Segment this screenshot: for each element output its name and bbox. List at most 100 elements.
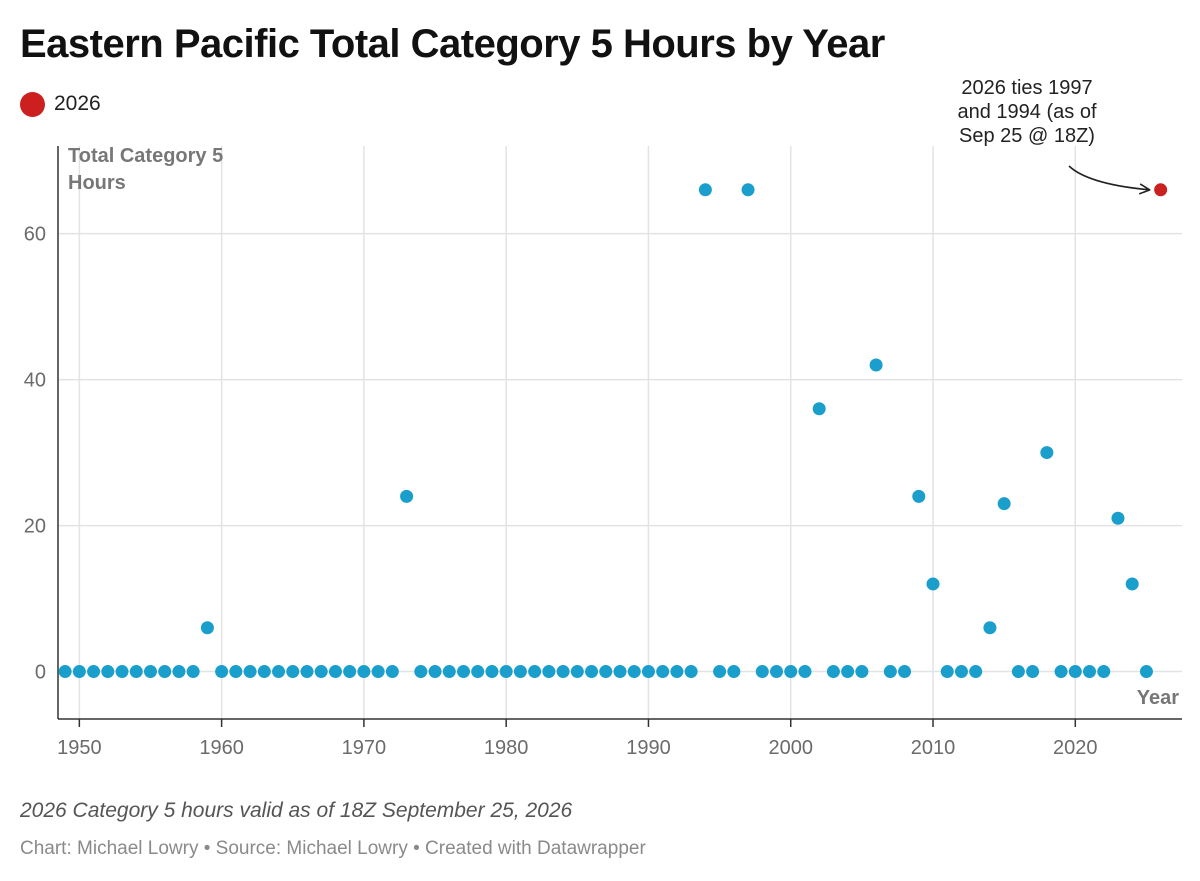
data-point-1971 xyxy=(371,665,385,679)
data-point-2020 xyxy=(1068,665,1082,679)
data-point-1960 xyxy=(215,665,229,679)
data-point-2013 xyxy=(969,665,983,679)
axes xyxy=(57,146,1182,727)
y-axis-title-line: Total Category 5 xyxy=(68,145,223,167)
data-point-1998 xyxy=(755,665,769,679)
data-point-2023 xyxy=(1111,511,1125,525)
data-point-1986 xyxy=(585,665,599,679)
data-point-1959 xyxy=(200,621,214,635)
data-point-1997 xyxy=(741,183,755,197)
data-point-1974 xyxy=(414,665,428,679)
data-point-1954 xyxy=(129,665,143,679)
data-point-1966 xyxy=(300,665,314,679)
data-point-2014 xyxy=(983,621,997,635)
data-point-1988 xyxy=(613,665,627,679)
annotation-arrow xyxy=(1068,165,1149,190)
x-tick-label-1990: 1990 xyxy=(626,737,671,759)
gridlines xyxy=(58,146,1182,719)
annotation-line: and 1994 (as of xyxy=(958,101,1097,123)
legend-label-2026: 2026 xyxy=(54,92,101,115)
data-point-1999 xyxy=(770,665,784,679)
data-point-1975 xyxy=(428,665,442,679)
data-point-1980 xyxy=(499,665,513,679)
red-dot-icon xyxy=(20,91,45,117)
data-point-1968 xyxy=(328,665,342,679)
data-point-1970 xyxy=(357,665,371,679)
x-tick-label-2010: 2010 xyxy=(911,737,956,759)
x-tick-label-2020: 2020 xyxy=(1053,737,1098,759)
y-axis-title-line: Hours xyxy=(68,172,126,194)
data-point-1976 xyxy=(442,665,456,679)
legend: 2026 xyxy=(20,91,101,117)
chart-credits: Chart: Michael Lowry • Source: Michael L… xyxy=(20,838,646,859)
data-point-1956 xyxy=(158,665,172,679)
data-point-1983 xyxy=(542,665,556,679)
data-point-1994 xyxy=(698,183,712,197)
data-point-1991 xyxy=(656,665,670,679)
data-point-2012 xyxy=(954,665,968,679)
data-point-1973 xyxy=(400,489,414,503)
data-point-1972 xyxy=(385,665,399,679)
data-point-1995 xyxy=(713,665,727,679)
data-point-2026 xyxy=(1154,183,1168,197)
data-point-1985 xyxy=(570,665,584,679)
data-point-1951 xyxy=(87,665,101,679)
data-point-2004 xyxy=(841,665,855,679)
x-tick-label-1960: 1960 xyxy=(199,737,244,759)
data-point-1977 xyxy=(456,665,470,679)
data-point-1989 xyxy=(627,665,641,679)
data-point-1955 xyxy=(143,665,157,679)
data-point-2021 xyxy=(1083,665,1097,679)
annotation: 2026 ties 1997 and 1994 (as of Sep 25 @ 18… xyxy=(958,77,1149,190)
x-tick-label-2000: 2000 xyxy=(768,737,813,759)
data-point-1996 xyxy=(727,665,741,679)
data-point-1978 xyxy=(471,665,485,679)
x-tick-label-1950: 1950 xyxy=(57,737,102,759)
y-tick-label-60: 60 xyxy=(24,224,46,246)
annotation-text: 2026 ties 1997 and 1994 (as of Sep 25 @ 18… xyxy=(958,77,1097,147)
data-point-2007 xyxy=(883,665,897,679)
data-point-1961 xyxy=(229,665,243,679)
data-point-2018 xyxy=(1040,446,1054,460)
annotation-line: 2026 ties 1997 xyxy=(961,77,1092,99)
data-point-2022 xyxy=(1097,665,1111,679)
data-point-1958 xyxy=(186,665,200,679)
data-point-2006 xyxy=(869,358,883,372)
data-points xyxy=(58,183,1168,679)
data-point-2008 xyxy=(898,665,912,679)
data-point-2000 xyxy=(784,665,798,679)
x-axis-title: Year xyxy=(1137,687,1179,709)
data-point-2001 xyxy=(798,665,812,679)
data-point-2010 xyxy=(926,577,940,591)
data-point-1949 xyxy=(58,665,72,679)
data-point-1950 xyxy=(72,665,86,679)
data-point-1993 xyxy=(684,665,698,679)
data-point-1963 xyxy=(257,665,271,679)
y-axis-title: Total Category 5 Hours xyxy=(68,145,223,194)
data-point-1981 xyxy=(513,665,527,679)
data-point-1987 xyxy=(599,665,613,679)
data-point-1979 xyxy=(485,665,499,679)
scatter-chart: 1950 1960 1970 1980 1990 2000 2010 2020 0 20 40 60 T… xyxy=(24,77,1182,759)
data-point-2005 xyxy=(855,665,869,679)
y-tick-label-20: 20 xyxy=(24,516,46,538)
data-point-2003 xyxy=(826,665,840,679)
data-point-2016 xyxy=(1011,665,1025,679)
data-point-1962 xyxy=(243,665,257,679)
data-point-2019 xyxy=(1054,665,1068,679)
data-point-2017 xyxy=(1026,665,1040,679)
x-tick-label-1970: 1970 xyxy=(342,737,387,759)
data-point-2024 xyxy=(1125,577,1139,591)
data-point-1953 xyxy=(115,665,129,679)
data-point-1984 xyxy=(556,665,570,679)
data-point-1952 xyxy=(101,665,115,679)
data-point-1969 xyxy=(343,665,357,679)
annotation-line: Sep 25 @ 18Z) xyxy=(959,125,1095,147)
data-point-1982 xyxy=(528,665,542,679)
data-point-1965 xyxy=(286,665,300,679)
tick-labels: 1950 1960 1970 1980 1990 2000 2010 2020 0 20 40 60 T… xyxy=(24,145,1179,759)
data-point-1992 xyxy=(670,665,684,679)
y-tick-label-40: 40 xyxy=(24,370,46,392)
data-point-1964 xyxy=(272,665,286,679)
data-point-2015 xyxy=(997,497,1011,511)
